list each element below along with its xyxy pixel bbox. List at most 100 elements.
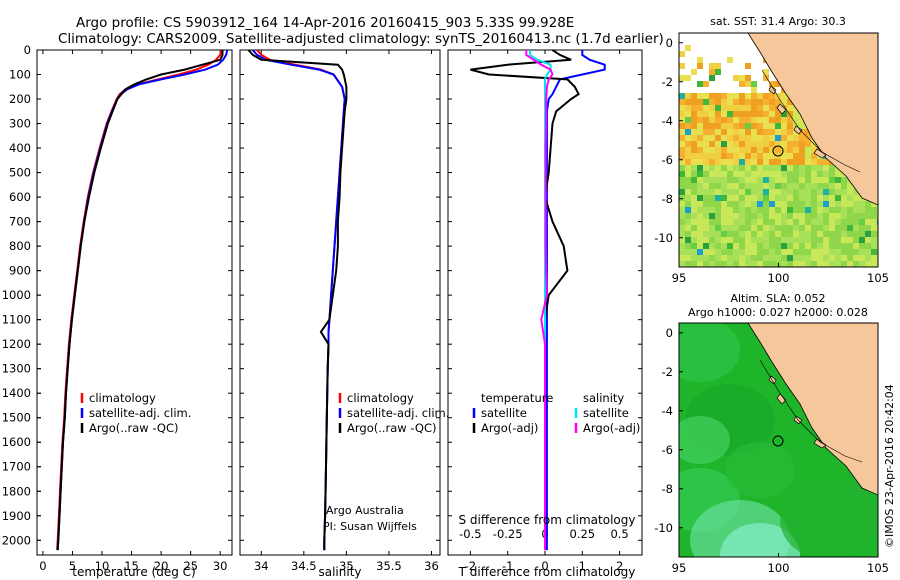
sst-cell <box>685 219 691 225</box>
sst-cell <box>805 249 811 255</box>
sst-cell <box>703 201 709 207</box>
sst-cell <box>859 201 865 207</box>
sst-cell <box>775 219 781 225</box>
sst-cell <box>805 207 811 213</box>
sst-cell <box>739 129 745 135</box>
legend-label: satellite-adj. clim. <box>89 406 191 420</box>
sst-cell <box>697 165 703 171</box>
sst-cell <box>679 111 685 117</box>
sst-cell <box>739 255 745 261</box>
sst-cell <box>823 183 829 189</box>
sst-cell <box>841 183 847 189</box>
x-tick-label: -1 <box>502 559 513 573</box>
sst-cell <box>679 141 685 147</box>
sst-cell <box>817 213 823 219</box>
sst-cell <box>823 255 829 261</box>
sst-cell <box>853 237 859 243</box>
credit-line-1: Argo Australia <box>326 504 404 517</box>
sst-cell <box>697 153 703 159</box>
sst-cell <box>865 207 871 213</box>
sst-cell <box>811 249 817 255</box>
sst-cell <box>817 183 823 189</box>
sst-cell <box>859 225 865 231</box>
sst-cell <box>691 171 697 177</box>
sst-cell <box>745 117 751 123</box>
sst-cell <box>781 195 787 201</box>
sst-cell <box>697 123 703 129</box>
sst-cell <box>709 225 715 231</box>
sst-cell <box>757 123 763 129</box>
credit-line-2: PI: Susan Wijffels <box>323 520 417 533</box>
sla-map-title-2: Argo h1000: 0.027 h2000: 0.028 <box>688 306 868 319</box>
sst-cell <box>799 201 805 207</box>
sst-cell <box>847 249 853 255</box>
sst-cell <box>769 189 775 195</box>
sst-cell <box>757 213 763 219</box>
sst-cell <box>715 189 721 195</box>
sst-cell <box>811 231 817 237</box>
sst-cell <box>793 225 799 231</box>
sst-cell <box>715 201 721 207</box>
sst-cell <box>799 261 805 267</box>
map-lat-label: -6 <box>662 153 673 167</box>
sst-cell <box>787 171 793 177</box>
sst-cell <box>703 195 709 201</box>
sst-cell <box>685 129 691 135</box>
sst-cell <box>709 213 715 219</box>
sst-cell <box>703 213 709 219</box>
sst-cell <box>751 255 757 261</box>
sst-map-islands <box>768 85 827 159</box>
sst-cell <box>745 201 751 207</box>
sst-cell <box>685 183 691 189</box>
sst-cell <box>769 219 775 225</box>
map-lon-label: 95 <box>672 271 687 285</box>
sst-cell <box>691 201 697 207</box>
sst-cell <box>793 237 799 243</box>
header-line-2: Climatology: CARS2009. Satellite-adjuste… <box>58 31 664 47</box>
sst-cell <box>685 255 691 261</box>
sst-cell <box>745 99 751 105</box>
sst-cell <box>829 195 835 201</box>
sst-cell <box>775 129 781 135</box>
sst-cell <box>787 201 793 207</box>
sla-map-argo-marker <box>772 435 784 447</box>
sst-cell <box>757 129 763 135</box>
sst-cell <box>697 171 703 177</box>
sst-cell <box>727 243 733 249</box>
depth-tick-label: 1700 <box>2 460 31 474</box>
sst-cell <box>733 255 739 261</box>
difference-x-ticks: -2 -1 0 1 2 <box>448 49 642 573</box>
sst-cell <box>703 189 709 195</box>
sst-cell <box>763 249 769 255</box>
sst-cell <box>751 159 757 165</box>
sst-cell <box>745 237 751 243</box>
sla-blob <box>720 523 800 557</box>
sst-cell <box>799 255 805 261</box>
sst-cell <box>691 243 697 249</box>
sst-cell <box>703 183 709 189</box>
sst-cell <box>787 105 793 111</box>
sst-cell <box>841 201 847 207</box>
map-lat-label: -6 <box>662 443 673 457</box>
top-tick-label: -0.25 <box>493 527 523 541</box>
sst-cell <box>757 255 763 261</box>
sst-cell <box>781 213 787 219</box>
series-line-satellite-adj-clim- <box>252 50 346 551</box>
sst-cell <box>751 237 757 243</box>
sst-cell <box>781 93 787 99</box>
header-line-1: Argo profile: CS 5903912_164 14-Apr-2016… <box>76 15 574 31</box>
series-line-argo-raw-qc- <box>247 50 348 551</box>
salinity-x-ticks: 34 34.5 35 35.5 36 <box>240 49 440 573</box>
sst-cell <box>679 165 685 171</box>
sst-cell <box>703 111 709 117</box>
sst-cell <box>691 195 697 201</box>
sst-cell <box>853 189 859 195</box>
sst-cell <box>703 255 709 261</box>
legend-label: Argo(..raw -QC) <box>89 421 179 435</box>
sst-cell <box>817 249 823 255</box>
sst-cell <box>715 129 721 135</box>
sst-cell <box>721 171 727 177</box>
sst-cell <box>787 231 793 237</box>
depth-tick-label: 1800 <box>2 484 31 498</box>
